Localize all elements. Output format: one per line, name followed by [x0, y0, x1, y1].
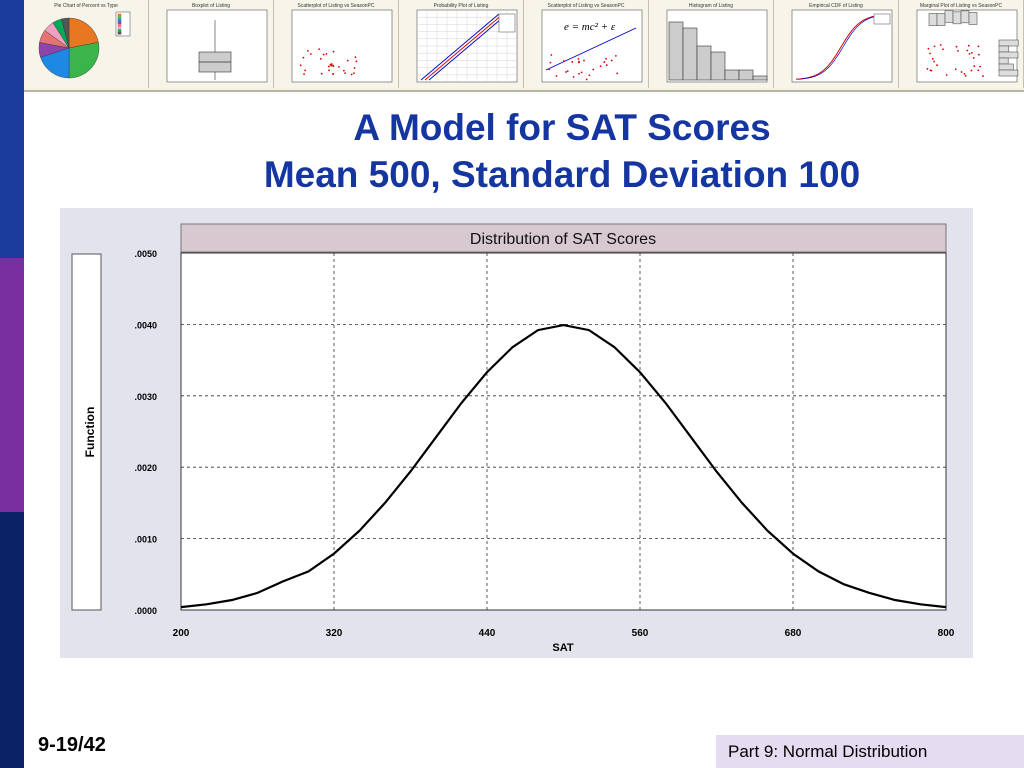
x-axis-label: SAT [552, 642, 573, 654]
box-thumbnail-graphic [166, 9, 268, 83]
plot-area [180, 252, 947, 611]
thumbnail-title: Empirical CDF of Listing [809, 3, 863, 9]
regression-thumbnail-graphic: e = mc² + ε [541, 9, 643, 83]
x-tick-label: 800 [938, 628, 955, 639]
thumbnail-title: Probability Plot of Listing [433, 3, 489, 9]
probability-thumbnail-graphic [416, 9, 518, 83]
thumbnail-title: Histogram of Listing [688, 3, 734, 9]
density-line [180, 323, 947, 609]
thumbnail-title: Scatterplot of Listing vs SeasonPC [297, 3, 375, 9]
x-tick-label: 320 [326, 628, 343, 639]
x-tick-label: 680 [785, 628, 802, 639]
slide-number: 9-19/42 [38, 734, 106, 756]
slide-title-line-1: A Model for SAT Scores [353, 107, 771, 148]
thumbnail-box: Boxplot of Listing [149, 0, 274, 88]
y-axis-label-box [71, 253, 102, 611]
slide-title-line-2: Mean 500, Standard Deviation 100 [263, 154, 861, 195]
y-axis-label: Function [83, 407, 97, 458]
cdf-thumbnail-graphic [791, 9, 893, 83]
thumbnail-marginal: Marginal Plot of Listing vs SeasonPC [899, 0, 1024, 88]
density-curve [180, 323, 947, 609]
histogram-thumbnail-graphic [666, 9, 768, 83]
thumbnail-strip: Pie Chart of Percent vs Type Boxplot of L… [24, 0, 1024, 92]
thumbnail-title: Pie Chart of Percent vs Type [54, 3, 118, 9]
x-tick-label: 200 [173, 628, 190, 639]
chart-title-bar [180, 223, 947, 253]
scatter-thumbnail-graphic [291, 9, 393, 83]
slide-title: A Model for SAT Scores Mean 500, Standar… [100, 104, 1024, 198]
marginal-thumbnail-graphic [916, 9, 1019, 83]
side-bar-middle [0, 258, 24, 512]
thumbnail-title: Marginal Plot of Listing vs SeasonPC [919, 3, 1003, 9]
y-tick-label: .0020 [134, 463, 157, 473]
thumbnail-probability: Probability Plot of Listing [399, 0, 524, 88]
gridlines [181, 253, 946, 610]
sat-distribution-chart: Function Distribution of SAT Scores 200 3… [71, 223, 955, 654]
side-bar-bottom [0, 512, 24, 768]
tick-labels: 200 320 440 560 680 800 .0000 .0010 .0020 .0030 .0… [134, 249, 954, 639]
thumbnail-scatter: Scatterplot of Listing vs SeasonPC [274, 0, 399, 88]
thumbnail-title: Scatterplot of Listing vs SeasonPC [547, 3, 625, 9]
y-tick-label: .0040 [134, 320, 157, 330]
thumbnail-histogram: Histogram of Listing [649, 0, 774, 88]
x-tick-label: 440 [479, 628, 496, 639]
y-tick-label: .0030 [134, 392, 157, 402]
pie-thumbnail-graphic [38, 11, 131, 79]
x-tick-label: 560 [632, 628, 649, 639]
chart-title: Distribution of SAT Scores [470, 231, 656, 248]
thumbnail-pie: Pie Chart of Percent vs Type [24, 0, 149, 88]
chart-panel: Function Distribution of SAT Scores 200 3… [60, 208, 973, 658]
y-tick-label: .0010 [134, 535, 157, 545]
footer-section-label: Part 9: Normal Distribution [716, 735, 1024, 768]
thumbnail-cdf: Empirical CDF of Listing [774, 0, 899, 88]
formula-text: e = mc² + ε [564, 21, 616, 33]
thumbnail-regression: e = mc² + ε Scatterplot of Listing vs Sea… [524, 0, 649, 88]
side-bar-top [0, 0, 24, 258]
y-tick-label: .0050 [134, 249, 157, 259]
y-tick-label: .0000 [134, 606, 157, 616]
thumbnail-title: Boxplot of Listing [191, 3, 231, 9]
